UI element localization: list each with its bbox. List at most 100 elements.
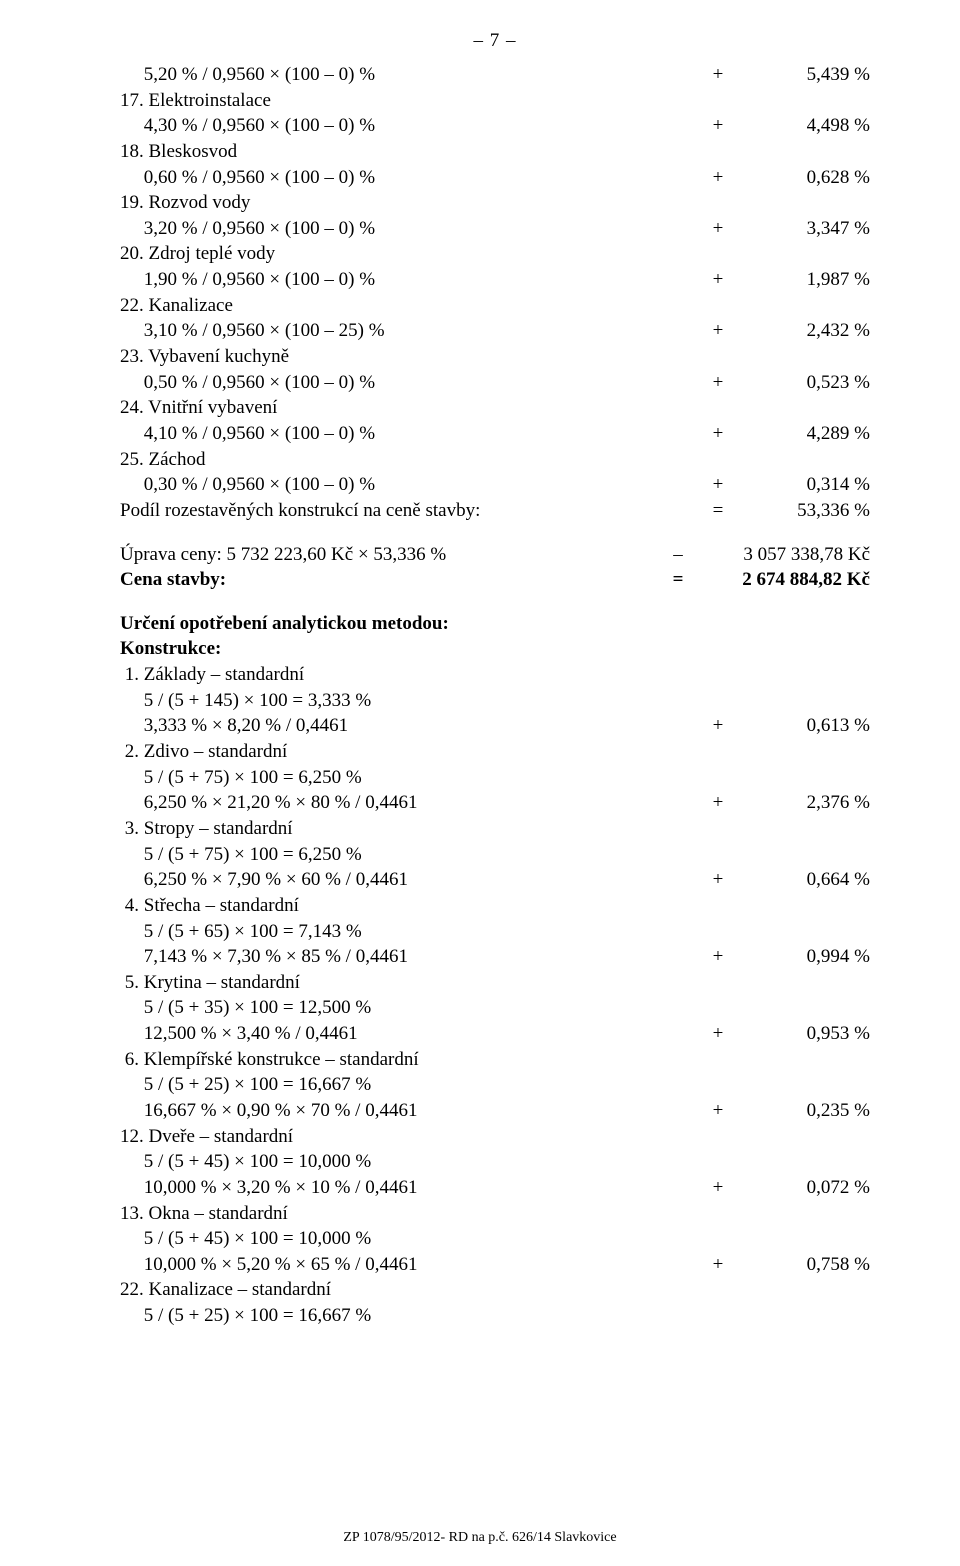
calc-row: 19. Rozvod vody [120, 190, 870, 216]
calc-sign: = [706, 498, 730, 524]
calc-label: 0,50 % / 0,9560 × (100 – 0) % [120, 370, 706, 396]
calc-sign: + [706, 421, 730, 447]
calc-value: 0,758 % [730, 1252, 870, 1278]
calc-label: 10,000 % × 3,20 % × 10 % / 0,4461 [120, 1175, 706, 1201]
calc-label: 5 / (5 + 145) × 100 = 3,333 % [120, 688, 706, 714]
calc-label: 3,333 % × 8,20 % / 0,4461 [120, 713, 706, 739]
calc-row: 10,000 % × 3,20 % × 10 % / 0,4461+0,072 … [120, 1175, 870, 1201]
calc-label: Podíl rozestavěných konstrukcí na ceně s… [120, 498, 706, 524]
calc-label: 12,500 % × 3,40 % / 0,4461 [120, 1021, 706, 1047]
calc-label: 5 / (5 + 75) × 100 = 6,250 % [120, 765, 706, 791]
calc-label: 10,000 % × 5,20 % × 65 % / 0,4461 [120, 1252, 706, 1278]
calc-row: 5 / (5 + 45) × 100 = 10,000 % [120, 1226, 870, 1252]
calc-sign: + [706, 867, 730, 893]
calc-row: 12. Dveře – standardní [120, 1124, 870, 1150]
calc-label: 5 / (5 + 45) × 100 = 10,000 % [120, 1226, 706, 1252]
page: – 7 – 5,20 % / 0,9560 × (100 – 0) %+5,43… [0, 0, 960, 1566]
calc-row: 4. Střecha – standardní [120, 893, 870, 919]
calc-value: 0,628 % [730, 165, 870, 191]
calc-row: 5 / (5 + 75) × 100 = 6,250 % [120, 765, 870, 791]
calc-row: 5 / (5 + 75) × 100 = 6,250 % [120, 842, 870, 868]
adjust-value: 3 057 338,78 Kč [690, 542, 870, 568]
calc-row: 25. Záchod [120, 447, 870, 473]
calc-value: 4,289 % [730, 421, 870, 447]
calc-row: 3. Stropy – standardní [120, 816, 870, 842]
calc-label: 18. Bleskosvod [120, 139, 706, 165]
calc-value: 0,235 % [730, 1098, 870, 1124]
calc-sign: + [706, 318, 730, 344]
calc-row: 3,333 % × 8,20 % / 0,4461+0,613 % [120, 713, 870, 739]
calc-label: 6. Klempířské konstrukce – standardní [120, 1047, 706, 1073]
calc-row: 5 / (5 + 35) × 100 = 12,500 % [120, 995, 870, 1021]
calc-sign: + [706, 1098, 730, 1124]
calc-label: 1,90 % / 0,9560 × (100 – 0) % [120, 267, 706, 293]
calc-label: 5 / (5 + 35) × 100 = 12,500 % [120, 995, 706, 1021]
calc-label: 3,20 % / 0,9560 × (100 – 0) % [120, 216, 706, 242]
calc-row: 5 / (5 + 145) × 100 = 3,333 % [120, 688, 870, 714]
calc-row: 4,30 % / 0,9560 × (100 – 0) %+4,498 % [120, 113, 870, 139]
calc-label: 13. Okna – standardní [120, 1201, 706, 1227]
calc-label: 5 / (5 + 25) × 100 = 16,667 % [120, 1072, 706, 1098]
calc-row: 22. Kanalizace – standardní [120, 1277, 870, 1303]
calc-value: 1,987 % [730, 267, 870, 293]
calc-label: 3,10 % / 0,9560 × (100 – 25) % [120, 318, 706, 344]
calc-value: 0,072 % [730, 1175, 870, 1201]
total-sign: = [666, 567, 690, 593]
calc-label: 5. Krytina – standardní [120, 970, 706, 996]
calc-sign: + [706, 370, 730, 396]
calc-row: 5 / (5 + 25) × 100 = 16,667 % [120, 1303, 870, 1329]
calc-row: 5 / (5 + 45) × 100 = 10,000 % [120, 1149, 870, 1175]
calc-sign: + [706, 216, 730, 242]
calc-row: 17. Elektroinstalace [120, 88, 870, 114]
calc-label: 19. Rozvod vody [120, 190, 706, 216]
calc-label: 4,30 % / 0,9560 × (100 – 0) % [120, 113, 706, 139]
calc-row: 12,500 % × 3,40 % / 0,4461+0,953 % [120, 1021, 870, 1047]
calc-row: 6,250 % × 7,90 % × 60 % / 0,4461+0,664 % [120, 867, 870, 893]
calc-value: 0,664 % [730, 867, 870, 893]
calc-row: 0,60 % / 0,9560 × (100 – 0) %+0,628 % [120, 165, 870, 191]
calc-row: 24. Vnitřní vybavení [120, 395, 870, 421]
calc-row: 5 / (5 + 65) × 100 = 7,143 % [120, 919, 870, 945]
calc-label: 0,30 % / 0,9560 × (100 – 0) % [120, 472, 706, 498]
calc-sign: + [706, 472, 730, 498]
calc-row: 23. Vybavení kuchyně [120, 344, 870, 370]
calc-label: 2. Zdivo – standardní [120, 739, 706, 765]
calc-row: 2. Zdivo – standardní [120, 739, 870, 765]
calc-label: 1. Základy – standardní [120, 662, 706, 688]
calc-value: 2,432 % [730, 318, 870, 344]
calc-value: 53,336 % [730, 498, 870, 524]
calc-row: 20. Zdroj teplé vody [120, 241, 870, 267]
calc-row: Podíl rozestavěných konstrukcí na ceně s… [120, 498, 870, 524]
calc-label: 24. Vnitřní vybavení [120, 395, 706, 421]
calc-row: 16,667 % × 0,90 % × 70 % / 0,4461+0,235 … [120, 1098, 870, 1124]
calc-label: 6,250 % × 7,90 % × 60 % / 0,4461 [120, 867, 706, 893]
calc-row: 0,50 % / 0,9560 × (100 – 0) %+0,523 % [120, 370, 870, 396]
calc-sign: + [706, 267, 730, 293]
calc-label: 22. Kanalizace [120, 293, 706, 319]
calc-row: 0,30 % / 0,9560 × (100 – 0) %+0,314 % [120, 472, 870, 498]
calc-label: 17. Elektroinstalace [120, 88, 706, 114]
calc-value: 4,498 % [730, 113, 870, 139]
calc-row: 3,20 % / 0,9560 × (100 – 0) %+3,347 % [120, 216, 870, 242]
calc-section-a: 5,20 % / 0,9560 × (100 – 0) %+5,439 %17.… [120, 62, 870, 524]
calc-section-b: 1. Základy – standardní 5 / (5 + 145) × … [120, 662, 870, 1329]
calc-label: 5,20 % / 0,9560 × (100 – 0) % [120, 62, 706, 88]
calc-row: 4,10 % / 0,9560 × (100 – 0) %+4,289 % [120, 421, 870, 447]
calc-row: 1. Základy – standardní [120, 662, 870, 688]
calc-sign: + [706, 1252, 730, 1278]
calc-label: 4. Střecha – standardní [120, 893, 706, 919]
calc-label: 25. Záchod [120, 447, 706, 473]
calc-label: 5 / (5 + 25) × 100 = 16,667 % [120, 1303, 706, 1329]
calc-label: 3. Stropy – standardní [120, 816, 706, 842]
calc-label: 5 / (5 + 75) × 100 = 6,250 % [120, 842, 706, 868]
calc-label: 12. Dveře – standardní [120, 1124, 706, 1150]
calc-label: 5 / (5 + 65) × 100 = 7,143 % [120, 919, 706, 945]
section-b-subtitle: Konstrukce: [120, 636, 870, 662]
calc-row: 3,10 % / 0,9560 × (100 – 25) %+2,432 % [120, 318, 870, 344]
calc-value: 0,953 % [730, 1021, 870, 1047]
total-value: 2 674 884,82 Kč [690, 567, 870, 593]
section-b-title-label: Určení opotřebení analytickou metodou: [120, 611, 870, 637]
calc-row: 5 / (5 + 25) × 100 = 16,667 % [120, 1072, 870, 1098]
calc-value: 2,376 % [730, 790, 870, 816]
calc-row: 18. Bleskosvod [120, 139, 870, 165]
